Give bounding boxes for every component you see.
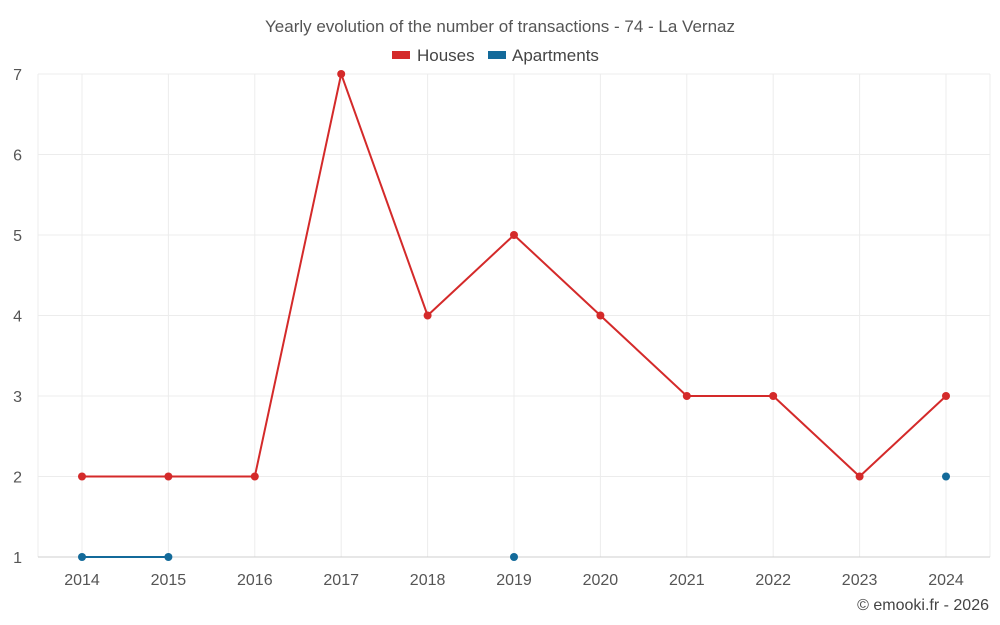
series-segment-houses [772, 395, 861, 478]
series-apartments [78, 472, 950, 561]
series-segment-houses [253, 73, 343, 478]
x-tick-label: 2018 [410, 572, 446, 589]
axes: 1 2 3 4 5 6 7 2014 2015 2016 2017 2018 2019 2020 2021 2… [13, 67, 990, 589]
series-segment-houses [513, 234, 602, 317]
x-tick-label: 2014 [64, 572, 100, 589]
y-tick-label: 1 [13, 550, 22, 567]
data-point-houses-2018[interactable] [423, 311, 432, 320]
credit-text: © emooki.fr - 2026 [857, 597, 989, 614]
x-tick-label: 2015 [151, 572, 187, 589]
y-tick-label: 6 [13, 148, 22, 165]
data-point-houses-2016[interactable] [250, 472, 259, 481]
chart-title: Yearly evolution of the number of transa… [265, 17, 735, 36]
x-tick-label: 2017 [323, 572, 359, 589]
data-point-houses-2017[interactable] [337, 70, 346, 78]
data-point-houses-2023[interactable] [855, 472, 864, 481]
legend: Houses Apartments [392, 46, 599, 65]
series-segment-houses [599, 314, 688, 397]
series [78, 70, 950, 561]
legend-label-houses[interactable]: Houses [417, 46, 475, 65]
y-tick-label: 3 [13, 389, 22, 406]
y-tick-label: 5 [13, 228, 22, 245]
x-tick-label: 2016 [237, 572, 273, 589]
y-tick-label: 2 [13, 470, 22, 487]
x-tick-label: 2020 [583, 572, 619, 589]
legend-swatch-houses [392, 51, 410, 59]
x-tick-label: 2021 [669, 572, 705, 589]
data-point-houses-2024[interactable] [942, 392, 950, 400]
x-tick-label: 2024 [928, 572, 964, 589]
series-houses [78, 70, 950, 481]
series-segment-houses [340, 73, 429, 317]
data-point-houses-2015[interactable] [164, 472, 173, 481]
x-tick-label: 2022 [755, 572, 791, 589]
x-tick-label: 2019 [496, 572, 532, 589]
y-tick-label: 4 [13, 309, 22, 326]
data-point-houses-2019[interactable] [510, 231, 518, 239]
data-point-houses-2020[interactable] [596, 311, 605, 320]
grid [37, 73, 991, 557]
data-point-houses-2021[interactable] [682, 392, 691, 400]
data-point-apartments-2024[interactable] [942, 472, 950, 481]
data-point-apartments-2014[interactable] [78, 553, 86, 561]
data-point-houses-2014[interactable] [78, 472, 86, 481]
y-tick-label: 7 [13, 67, 22, 84]
series-segment-houses [426, 234, 515, 317]
legend-label-apartments[interactable]: Apartments [512, 46, 599, 65]
data-point-apartments-2015[interactable] [164, 553, 173, 561]
data-point-houses-2022[interactable] [769, 392, 778, 400]
legend-swatch-apartments [488, 51, 506, 59]
x-tick-label: 2023 [842, 572, 878, 589]
data-point-apartments-2019[interactable] [510, 553, 518, 561]
series-segment-houses [858, 395, 947, 478]
